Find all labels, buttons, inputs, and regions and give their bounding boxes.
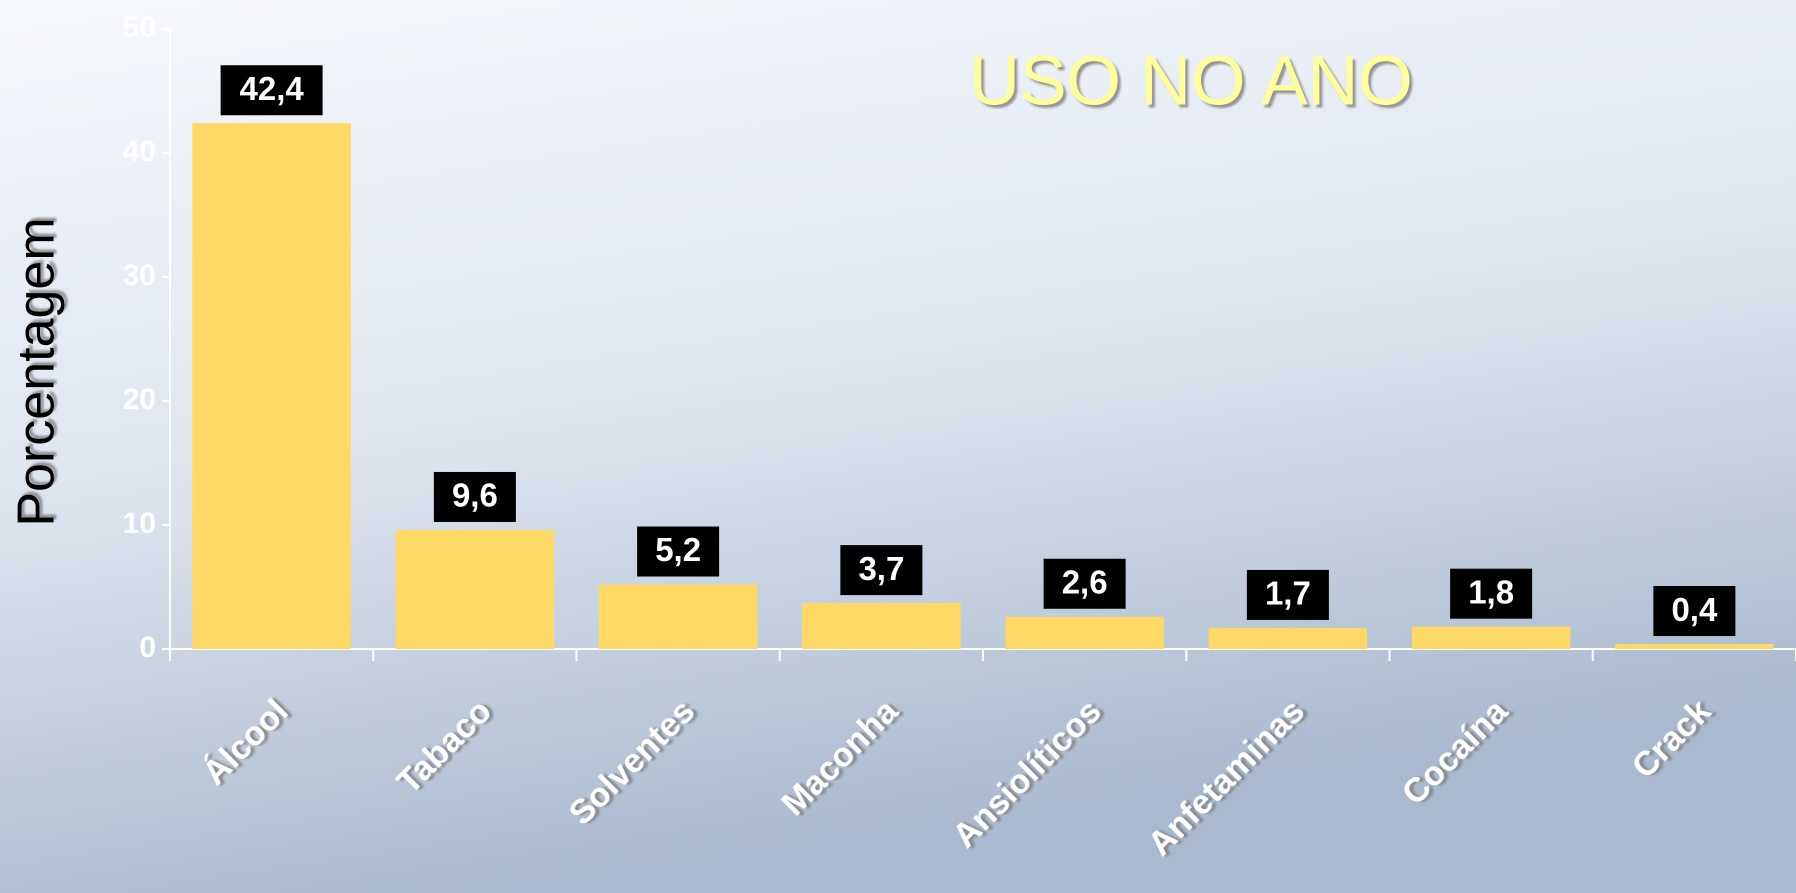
bar [1208,627,1368,649]
value-label: 1,8 [1468,573,1514,610]
bar [1615,644,1774,649]
value-label: 9,6 [452,477,498,514]
y-tick-label: 10 [123,507,156,540]
value-label-box [1450,568,1533,619]
bar [1411,626,1571,649]
bar [395,529,555,649]
value-label-box [637,526,720,577]
value-label: 3,7 [858,550,904,587]
y-tick-label: 40 [123,135,156,168]
value-label-box [1246,569,1329,620]
value-label-box [1653,586,1736,637]
bar [1005,616,1164,649]
value-label: 2,6 [1062,563,1108,600]
y-tick-label: 50 [123,11,156,44]
y-tick-label: 0 [139,631,156,664]
bar [192,123,351,650]
value-label: 5,2 [655,531,701,568]
bar [598,584,758,649]
value-label: 1,7 [1265,575,1311,612]
y-tick-label: 30 [123,259,156,292]
value-label: 0,4 [1671,591,1718,628]
chart-title: USO NO ANO [969,41,1412,119]
value-label: 42,4 [240,70,305,107]
value-label-box [1043,558,1126,609]
value-label-box [840,545,923,596]
value-label-box [433,471,516,522]
y-axis-label: Porcentagem [8,217,66,526]
bar [802,603,961,649]
value-label-box [220,65,323,116]
y-tick-label: 20 [123,383,156,416]
